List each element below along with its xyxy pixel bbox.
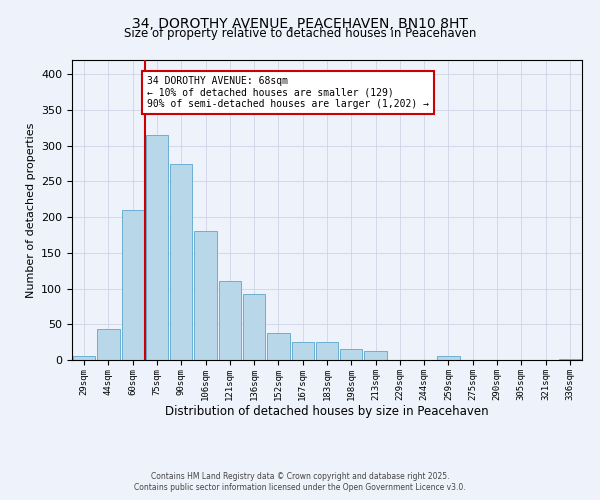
Bar <box>146 135 168 360</box>
Text: 34, DOROTHY AVENUE, PEACEHAVEN, BN10 8HT: 34, DOROTHY AVENUE, PEACEHAVEN, BN10 8HT <box>132 18 468 32</box>
Bar <box>243 294 265 360</box>
Bar <box>340 348 362 360</box>
Text: Contains HM Land Registry data © Crown copyright and database right 2025.
Contai: Contains HM Land Registry data © Crown c… <box>134 472 466 492</box>
Bar <box>97 328 119 360</box>
Bar <box>559 358 581 360</box>
X-axis label: Distribution of detached houses by size in Peacehaven: Distribution of detached houses by size … <box>165 406 489 418</box>
Y-axis label: Number of detached properties: Number of detached properties <box>26 122 35 298</box>
Bar <box>267 333 290 360</box>
Bar <box>316 342 338 360</box>
Bar <box>292 342 314 360</box>
Bar <box>218 282 241 360</box>
Bar <box>73 356 95 360</box>
Bar <box>170 164 193 360</box>
Text: 34 DOROTHY AVENUE: 68sqm
← 10% of detached houses are smaller (129)
90% of semi-: 34 DOROTHY AVENUE: 68sqm ← 10% of detach… <box>147 76 429 109</box>
Bar <box>437 356 460 360</box>
Bar <box>194 232 217 360</box>
Bar <box>122 210 144 360</box>
Bar <box>364 350 387 360</box>
Text: Size of property relative to detached houses in Peacehaven: Size of property relative to detached ho… <box>124 28 476 40</box>
